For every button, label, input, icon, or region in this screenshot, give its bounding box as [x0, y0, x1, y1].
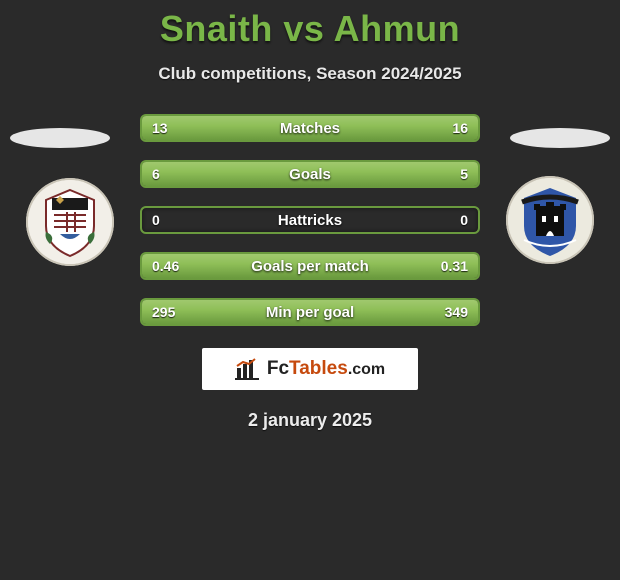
player-left-crest — [26, 178, 114, 266]
ellipse-decor-right — [510, 128, 610, 148]
stat-value-right: 349 — [435, 300, 478, 324]
ellipse-decor-left — [10, 128, 110, 148]
brand-fc: Fc — [267, 358, 289, 380]
fctables-branding: Fc Tables .com — [202, 348, 418, 390]
stat-bar: 65Goals — [140, 160, 480, 188]
stat-value-left: 13 — [142, 116, 178, 140]
shield-crest-icon — [26, 178, 114, 266]
stat-value-right: 16 — [442, 116, 478, 140]
stat-value-left: 0 — [142, 208, 170, 232]
stat-value-right: 0 — [450, 208, 478, 232]
brand-tables: Tables — [289, 358, 348, 380]
stat-value-left: 6 — [142, 162, 170, 186]
stat-bars: 1316Matches65Goals00Hattricks0.460.31Goa… — [140, 114, 480, 326]
bar-chart-icon — [235, 358, 263, 380]
stat-label: Hattricks — [142, 208, 478, 232]
comparison-card: Snaith vs Ahmun Club competitions, Seaso… — [0, 0, 620, 580]
stat-value-right: 0.31 — [431, 254, 478, 278]
stat-bar: 0 0Hattricks — [140, 206, 480, 234]
stat-value-left: 0.46 — [142, 254, 189, 278]
competition-subtitle: Club competitions, Season 2024/2025 — [0, 64, 620, 84]
stat-bar: 295349Min per goal — [140, 298, 480, 326]
player-right-crest — [506, 176, 594, 264]
brand-text: Fc Tables .com — [267, 358, 385, 380]
stat-value-right: 5 — [450, 162, 478, 186]
page-title: Snaith vs Ahmun — [0, 8, 620, 50]
castle-crest-icon — [506, 176, 594, 264]
comparison-date: 2 january 2025 — [0, 410, 620, 431]
stat-bar: 1316Matches — [140, 114, 480, 142]
brand-dotcom: .com — [348, 361, 385, 379]
stat-bar: 0.460.31Goals per match — [140, 252, 480, 280]
stat-value-left: 295 — [142, 300, 185, 324]
